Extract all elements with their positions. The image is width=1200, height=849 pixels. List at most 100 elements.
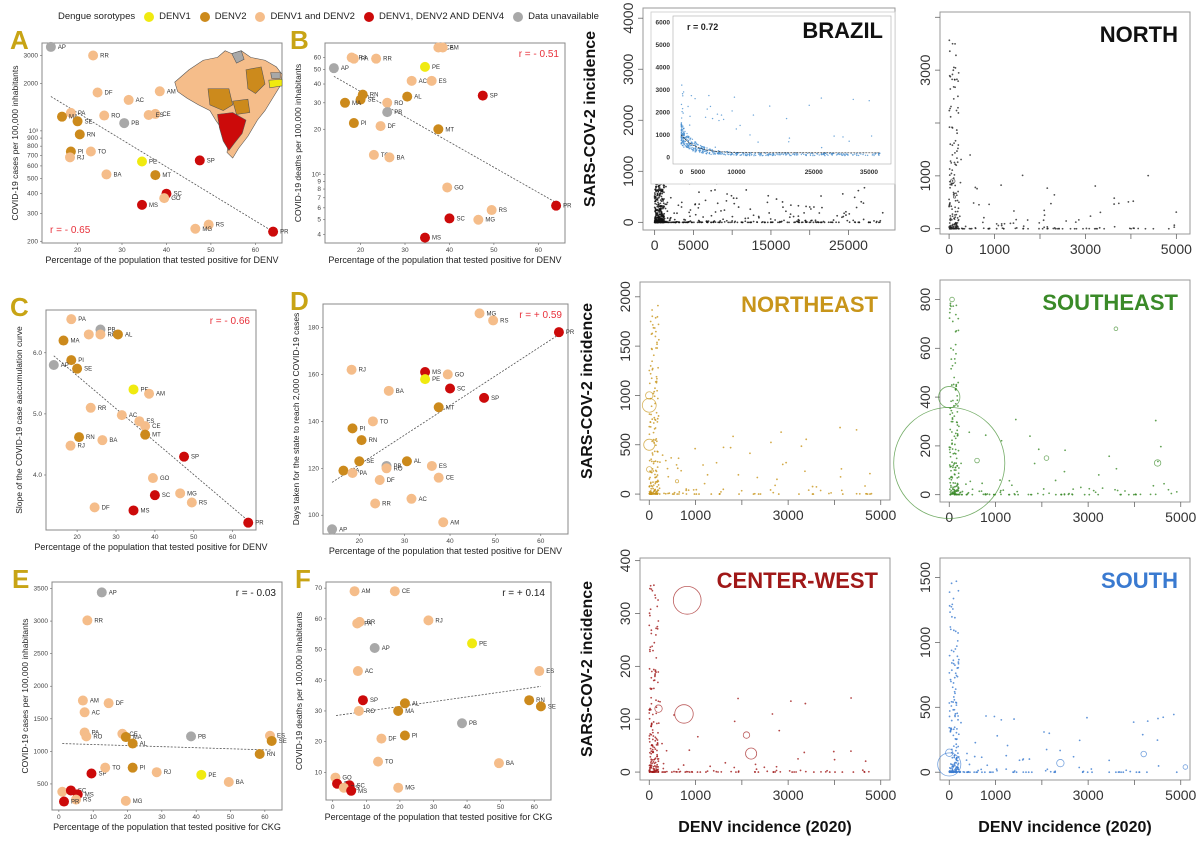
- data-point: [1017, 493, 1019, 496]
- data-point: [1043, 214, 1046, 217]
- inset-point: [683, 132, 686, 134]
- brazil-map-inset: [174, 50, 283, 159]
- point-pa: [66, 314, 77, 325]
- data-point: [789, 204, 792, 207]
- data-point: [659, 219, 662, 222]
- inset-point: [864, 154, 867, 156]
- data-point: [1063, 493, 1066, 496]
- bubble-marker: [1153, 459, 1162, 467]
- inset-point: [680, 132, 683, 134]
- data-point: [1046, 768, 1049, 771]
- point-label-ce: CE: [445, 46, 453, 52]
- inset-point: [809, 154, 812, 157]
- data-point: [656, 205, 659, 208]
- data-point: [656, 605, 659, 608]
- data-point: [955, 222, 958, 224]
- data-point: [957, 768, 960, 771]
- data-point: [652, 470, 655, 472]
- data-point: [956, 394, 959, 397]
- data-point: [843, 212, 846, 215]
- x-tick-label: 30: [112, 534, 120, 541]
- data-point: [648, 624, 651, 627]
- inset-point: [694, 97, 696, 100]
- inset-point: [687, 146, 690, 148]
- data-point: [650, 725, 653, 728]
- data-point: [659, 461, 661, 464]
- point-label-rn: RN: [86, 435, 95, 441]
- inset-point: [769, 105, 771, 107]
- data-point: [678, 493, 680, 495]
- data-point: [954, 749, 957, 752]
- inset-point: [873, 154, 875, 157]
- x-tick-label: 40: [151, 534, 159, 541]
- data-point: [776, 478, 778, 481]
- inset-point: [857, 154, 860, 157]
- data-point: [870, 492, 873, 495]
- data-point: [958, 227, 960, 230]
- data-point: [864, 485, 866, 487]
- point-ac: [406, 75, 417, 86]
- point-label-rr: RR: [98, 406, 107, 412]
- inset-point: [754, 154, 757, 157]
- point-label-sc: SC: [357, 783, 366, 789]
- data-point: [663, 191, 665, 194]
- y-tick-label: 3000: [34, 618, 49, 625]
- correlation-label: r = - 0.66: [210, 316, 251, 327]
- data-point: [1068, 492, 1070, 495]
- data-point: [657, 415, 660, 417]
- point-pi: [399, 730, 410, 741]
- data-point: [654, 316, 657, 319]
- data-point: [855, 428, 858, 431]
- data-point: [732, 197, 735, 200]
- y-tick-label: 2000: [620, 104, 636, 135]
- inset-point: [689, 139, 691, 141]
- inset-point: [714, 146, 717, 148]
- data-point: [956, 78, 958, 81]
- data-point: [832, 750, 835, 753]
- data-point: [1053, 193, 1056, 196]
- point-label-rn: RN: [267, 752, 276, 758]
- data-point: [953, 676, 956, 679]
- point-ms: [420, 367, 431, 378]
- y-axis-label: COVID-19 deaths per 100,000 inhabitants: [293, 64, 303, 222]
- panel-a: A20 30 40 50 6020030040050060070080090010³20…: [10, 25, 289, 265]
- data-point: [689, 220, 692, 222]
- data-point: [651, 748, 654, 751]
- y-tick-label: 400: [27, 191, 38, 198]
- data-point: [698, 493, 700, 495]
- point-ce: [433, 472, 444, 483]
- data-point: [1041, 227, 1044, 230]
- inset-point: [680, 136, 682, 138]
- data-point: [954, 437, 957, 440]
- data-point: [949, 428, 952, 431]
- inset-point: [720, 153, 722, 156]
- data-point: [968, 431, 971, 434]
- data-point: [1075, 227, 1078, 230]
- data-point: [720, 491, 722, 493]
- point-se: [72, 363, 83, 374]
- inset-point: [688, 137, 690, 139]
- data-point: [722, 218, 724, 221]
- inset-point: [693, 144, 696, 147]
- data-point: [650, 760, 653, 763]
- inset-point: [847, 154, 849, 156]
- data-point: [655, 699, 657, 702]
- x-tick-label: 1000: [680, 787, 711, 803]
- x-tick-label: 40: [463, 804, 471, 811]
- data-point: [953, 78, 956, 81]
- data-point: [1120, 771, 1122, 774]
- data-point: [655, 627, 657, 630]
- data-point: [671, 493, 674, 495]
- data-point: [656, 389, 659, 392]
- data-point: [712, 769, 715, 772]
- data-point: [956, 639, 959, 642]
- data-point: [956, 217, 959, 219]
- data-point: [948, 50, 951, 53]
- data-point: [733, 202, 736, 205]
- inset-point: [682, 112, 684, 114]
- data-point: [820, 770, 822, 773]
- data-point: [1005, 768, 1008, 771]
- plot-frame: [322, 303, 569, 535]
- data-point: [656, 199, 659, 201]
- data-point: [987, 227, 990, 230]
